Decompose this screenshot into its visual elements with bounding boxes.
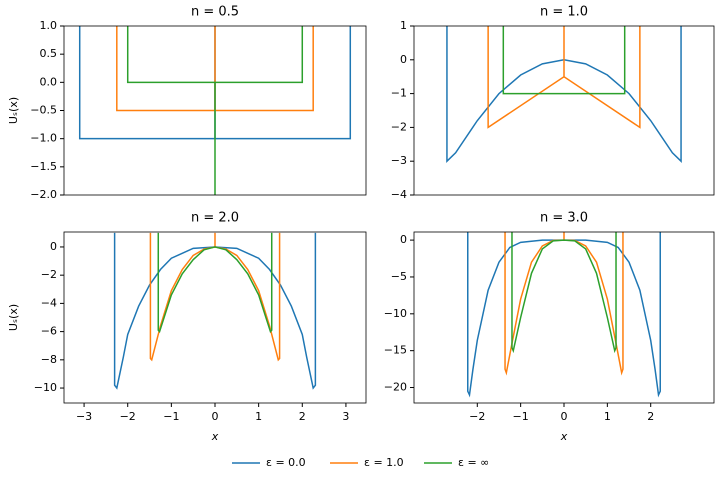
subplot-title: n = 2.0	[191, 211, 239, 226]
axes-frame	[413, 25, 715, 196]
x-tick-label: −1	[513, 410, 529, 423]
y-tick-label: 0	[400, 53, 407, 66]
y-tick-label: −20	[384, 381, 407, 394]
y-tick-label: −10	[34, 381, 57, 394]
x-tick-label: −1	[163, 410, 179, 423]
y-tick-label: 0	[50, 240, 57, 253]
y-tick-label: 0.5	[40, 47, 58, 60]
series-line	[504, 232, 624, 376]
axes-frame	[63, 231, 367, 404]
series-line	[78, 26, 352, 140]
x-axis-label: x	[560, 430, 568, 443]
series-line	[511, 232, 617, 354]
axes-frame	[63, 25, 367, 196]
x-axis-label: x	[211, 430, 219, 443]
y-tick-label: −4	[41, 296, 57, 309]
plot-lines	[467, 232, 661, 398]
legend-label: ε = 0.0	[266, 456, 306, 469]
y-tick-label: −1.5	[30, 160, 57, 173]
series-line	[126, 26, 304, 195]
y-tick-label: −10	[384, 307, 407, 320]
series-line	[487, 26, 641, 129]
x-tick-label: 2	[299, 410, 306, 423]
series-line	[116, 26, 314, 112]
y-tick-label: −4	[391, 188, 407, 201]
plot-lines	[113, 232, 317, 390]
y-tick-label: −2	[41, 268, 57, 281]
x-tick-label: 3	[342, 410, 349, 423]
y-tick-label: −2	[391, 120, 407, 133]
x-tick-label: 0	[212, 410, 219, 423]
x-tick-label: 1	[255, 410, 262, 423]
y-tick-label: −1.0	[30, 132, 57, 145]
series-line	[502, 26, 626, 95]
series-line	[157, 232, 273, 334]
y-axis-label: Uₛ(x)	[7, 304, 20, 331]
y-tick-label: −2.0	[30, 188, 57, 201]
axes-frame	[413, 231, 715, 404]
y-tick-label: −15	[384, 344, 407, 357]
x-tick-label: 0	[561, 410, 568, 423]
y-axis-label: Uₛ(x)	[7, 97, 20, 124]
y-tick-label: 1	[400, 19, 407, 32]
legend-label: ε = ∞	[458, 456, 489, 469]
y-tick-label: −3	[391, 154, 407, 167]
x-tick-label: −2	[469, 410, 485, 423]
y-tick-label: 0	[400, 233, 407, 246]
y-tick-label: −0.5	[30, 104, 57, 117]
x-tick-label: 2	[647, 410, 654, 423]
subplot-title: n = 1.0	[540, 5, 588, 20]
y-tick-label: −5	[391, 270, 407, 283]
y-tick-label: −6	[41, 325, 57, 338]
x-tick-label: −3	[76, 410, 92, 423]
x-tick-label: 1	[604, 410, 611, 423]
subplot-title: n = 0.5	[191, 5, 239, 20]
legend-label: ε = 1.0	[364, 456, 404, 469]
plot-lines	[446, 26, 682, 163]
series-line	[467, 232, 661, 398]
x-tick-label: −2	[120, 410, 136, 423]
plot-lines	[78, 26, 352, 195]
y-tick-label: −1	[391, 87, 407, 100]
series-line	[113, 232, 317, 390]
y-tick-label: −8	[41, 353, 57, 366]
y-tick-label: 1.0	[40, 19, 58, 32]
subplot-title: n = 3.0	[540, 211, 588, 226]
series-line	[149, 232, 281, 362]
y-tick-label: 0.0	[40, 75, 58, 88]
